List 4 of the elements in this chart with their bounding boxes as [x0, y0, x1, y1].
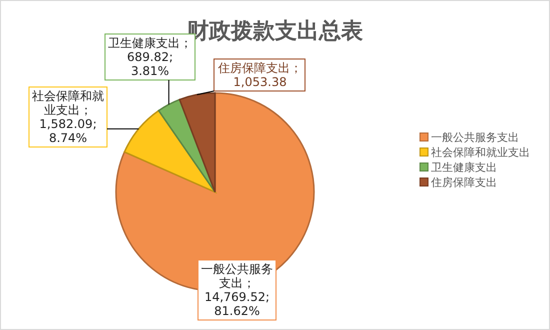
legend-label: 一般公共服务支出 — [431, 131, 519, 144]
legend-label: 住房保障支出 — [431, 176, 497, 189]
legend-label: 卫生健康支出 — [431, 161, 497, 174]
legend-label: 社会保障和就业支出 — [431, 146, 530, 159]
